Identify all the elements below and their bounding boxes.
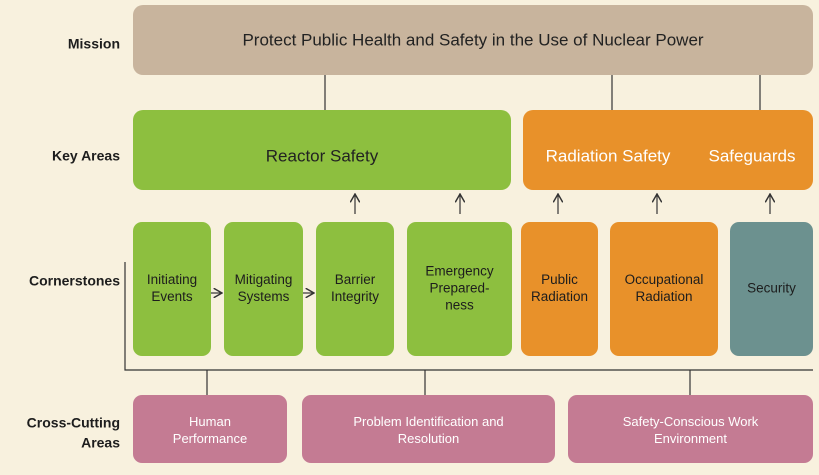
row-label: Cornerstones: [29, 273, 120, 289]
row-label: Key Areas: [52, 148, 120, 164]
row-label: Cross-Cutting: [27, 415, 120, 431]
cross-cutting-text: Safety-Conscious Work: [623, 414, 759, 429]
cross-cutting-box: [302, 395, 555, 463]
cross-cutting-text: Resolution: [398, 431, 459, 446]
cross-cutting: Human Performance Problem Identification a…: [133, 395, 813, 463]
cornerstone-text: Occupational: [625, 272, 704, 287]
key-area-text: Radiation Safety: [546, 146, 671, 165]
cornerstone-box: [521, 222, 598, 356]
cross-cutting-box: [568, 395, 813, 463]
cornerstone-text: Emergency: [425, 264, 494, 279]
cornerstone-text: Public: [541, 272, 578, 287]
cross-cutting-text: Problem Identification and: [353, 414, 503, 429]
key-area-box: [523, 110, 813, 190]
key-area-box: [133, 110, 511, 190]
cornerstone-box: [610, 222, 718, 356]
cornerstones: Initiating Events Mitigating Systems Barrier…: [133, 222, 813, 356]
cornerstone-text: Integrity: [331, 289, 379, 304]
cross-cutting-text: Human: [189, 414, 231, 429]
cornerstone-text: Mitigating: [235, 272, 293, 287]
cornerstone-text: Security: [747, 281, 796, 296]
row-label: Mission: [68, 36, 120, 52]
connectors: [124, 75, 813, 395]
cornerstone-text: Barrier: [335, 272, 376, 287]
row-label: Areas: [81, 435, 120, 451]
mission-box: [133, 5, 813, 75]
cross-cutting-text: Performance: [173, 431, 247, 446]
cornerstone-text: ness: [445, 298, 474, 313]
cornerstone-text: Events: [151, 289, 193, 304]
cornerstone-box: [224, 222, 303, 356]
cornerstone-text: Systems: [238, 289, 290, 304]
cornerstone-box: [730, 222, 813, 356]
mission-text: Protect Public Health and Safety in the …: [242, 30, 703, 49]
cornerstone-box: [316, 222, 394, 356]
cornerstone-text: Radiation: [635, 289, 692, 304]
cornerstone-box: [133, 222, 211, 356]
cross-cutting-text: Environment: [654, 431, 727, 446]
cornerstone-text: Initiating: [147, 272, 197, 287]
cornerstone-text: Radiation: [531, 289, 588, 304]
cornerstone-box: [407, 222, 512, 356]
key-area-text: Reactor Safety: [266, 146, 379, 165]
key-area-text: Safeguards: [709, 146, 796, 165]
cross-cutting-box: [133, 395, 287, 463]
cornerstone-text: Prepared-: [429, 281, 489, 296]
